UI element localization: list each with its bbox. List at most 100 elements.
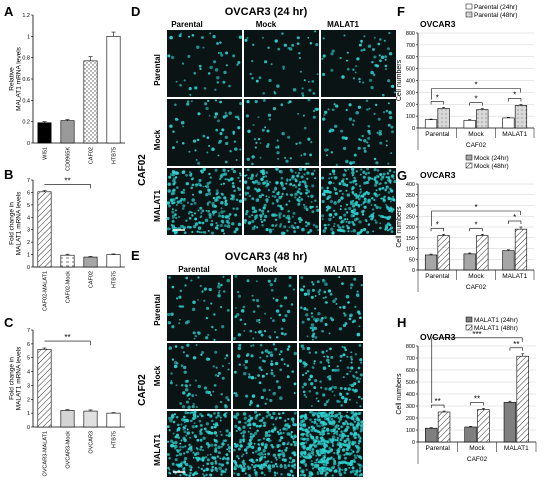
cell-nucleus (270, 461, 273, 464)
cell-nucleus (326, 148, 329, 151)
bar (476, 109, 489, 129)
cell-nucleus (309, 374, 313, 379)
cell-nucleus (332, 299, 336, 304)
microscopy-image (232, 274, 297, 341)
cell-nucleus (191, 425, 195, 429)
y-tick-label: 0 (412, 440, 415, 446)
cell-nucleus (233, 230, 237, 234)
cell-nucleus (218, 212, 221, 214)
cell-nucleus (359, 464, 363, 468)
cell-nucleus (312, 223, 316, 227)
cell-nucleus (183, 370, 187, 374)
legend-label: Mock (48hr) (474, 163, 509, 170)
microscopy-background (167, 343, 231, 409)
cell-nucleus (339, 189, 343, 192)
cell-nucleus (338, 420, 341, 423)
cell-nucleus (392, 198, 396, 201)
cell-nucleus (170, 379, 173, 382)
cell-nucleus (195, 183, 198, 186)
cell-nucleus (311, 473, 314, 476)
cell-nucleus (257, 447, 262, 451)
cell-nucleus (363, 35, 366, 38)
cell-nucleus (263, 445, 268, 450)
significance-label: ** (435, 397, 441, 406)
y-tick-label: 500 (406, 380, 415, 386)
cell-nucleus (216, 374, 220, 378)
cell-nucleus (328, 217, 332, 222)
cell-nucleus (226, 224, 231, 229)
cell-nucleus (248, 423, 252, 427)
x-tick-label: HTB75 (112, 147, 118, 164)
cell-nucleus (378, 193, 381, 196)
cell-nucleus (345, 443, 349, 447)
cell-nucleus (166, 312, 171, 317)
cell-nucleus (273, 471, 277, 474)
microscopy-image (166, 167, 243, 235)
cell-nucleus (270, 362, 274, 366)
cell-nucleus (245, 212, 248, 216)
cell-nucleus (171, 214, 176, 219)
cell-nucleus (350, 209, 355, 214)
cell-nucleus (187, 100, 190, 103)
cell-nucleus (216, 224, 219, 227)
cell-nucleus (311, 210, 315, 214)
cell-nucleus (188, 443, 191, 447)
cell-nucleus (193, 337, 196, 340)
bar (106, 254, 121, 268)
panel-label-h: H (397, 315, 406, 330)
cell-nucleus (277, 157, 280, 160)
microscopy-background (233, 343, 297, 409)
cell-nucleus (339, 306, 342, 309)
significance-label: ** (64, 176, 70, 185)
cell-nucleus (207, 99, 210, 103)
cell-nucleus (386, 206, 390, 210)
cell-nucleus (322, 420, 326, 424)
cell-nucleus (194, 222, 199, 226)
cell-nucleus (312, 283, 315, 286)
cell-nucleus (204, 185, 207, 188)
cell-nucleus (180, 465, 183, 468)
cell-nucleus (341, 443, 345, 446)
cell-nucleus (340, 425, 343, 428)
cell-nucleus (197, 331, 200, 334)
cell-nucleus (251, 173, 254, 177)
cell-nucleus (293, 411, 297, 415)
cell-nucleus (265, 355, 269, 358)
cell-nucleus (360, 473, 363, 476)
cell-nucleus (382, 172, 386, 176)
cell-nucleus (174, 458, 178, 462)
cell-nucleus (195, 425, 198, 428)
cell-nucleus (255, 141, 258, 144)
cell-nucleus (288, 461, 291, 464)
cell-nucleus (201, 209, 205, 213)
y-tick-label: 100 (406, 247, 415, 253)
cell-nucleus (216, 75, 220, 80)
cell-nucleus (264, 453, 267, 456)
cell-nucleus (280, 327, 284, 331)
cell-nucleus (280, 207, 284, 211)
cell-nucleus (303, 446, 306, 449)
cell-nucleus (354, 305, 357, 308)
cell-nucleus (234, 147, 238, 151)
microscopy-image (167, 30, 243, 97)
microscopy-image (167, 343, 231, 409)
cell-nucleus (343, 312, 346, 315)
significance-label: * (513, 90, 516, 99)
cell-nucleus (280, 332, 284, 335)
cell-nucleus (202, 464, 205, 467)
cell-nucleus (338, 417, 342, 421)
cell-nucleus (260, 193, 264, 196)
cell-nucleus (259, 356, 262, 359)
cell-nucleus (381, 186, 385, 190)
cell-nucleus (230, 194, 233, 197)
cell-nucleus (342, 182, 346, 187)
significance-label: * (474, 203, 477, 212)
cell-nucleus (328, 177, 331, 180)
cell-nucleus (322, 424, 325, 427)
cell-nucleus (287, 345, 291, 348)
cell-nucleus (184, 424, 187, 428)
cell-nucleus (298, 196, 301, 199)
cell-nucleus (346, 372, 349, 376)
cell-nucleus (351, 466, 355, 470)
cell-nucleus (365, 190, 368, 194)
